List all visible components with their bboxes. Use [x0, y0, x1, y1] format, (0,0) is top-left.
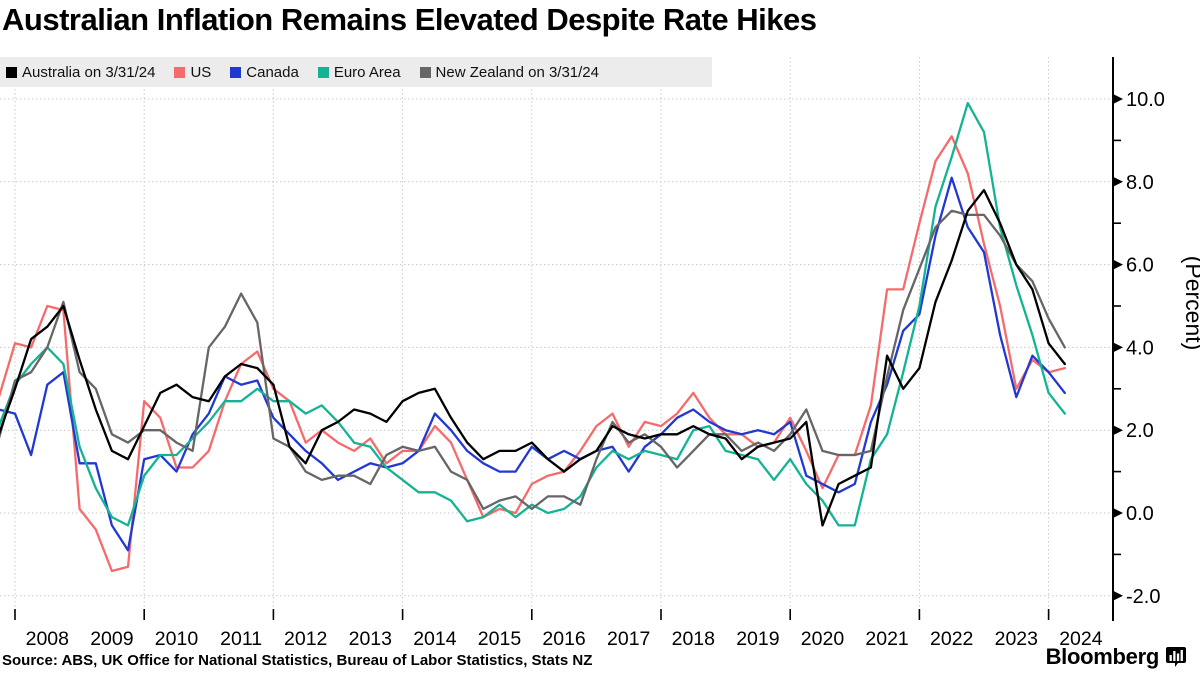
source-attribution: Source: ABS, UK Office for National Stat…: [2, 652, 593, 669]
legend-label-euro-area: Euro Area: [333, 63, 401, 81]
svg-text:6.0: 6.0: [1126, 255, 1154, 277]
bloomberg-logo: Bloomberg: [1046, 644, 1186, 670]
legend-swatch-canada: [230, 66, 242, 78]
bloomberg-terminal-icon: [1166, 647, 1186, 667]
svg-text:2015: 2015: [478, 628, 522, 650]
svg-text:(Percent): (Percent): [1181, 256, 1200, 351]
legend-swatch-euro-area: [317, 66, 329, 78]
legend-item-canada: Canada: [230, 64, 299, 81]
svg-text:0.0: 0.0: [1126, 503, 1154, 525]
legend-swatch-us: [174, 66, 186, 78]
svg-text:2020: 2020: [801, 628, 845, 650]
legend-swatch-australia: [6, 66, 17, 78]
svg-text:2019: 2019: [736, 628, 779, 650]
svg-text:2009: 2009: [90, 628, 133, 650]
svg-text:2010: 2010: [155, 628, 199, 650]
svg-text:2.0: 2.0: [1126, 420, 1154, 442]
legend-item-new-zealand: New Zealand on 3/31/24: [419, 63, 599, 81]
svg-text:2016: 2016: [542, 628, 585, 650]
chart-legend: Australia on 3/31/24 US Canada Euro Area…: [0, 57, 712, 87]
svg-text:8.0: 8.0: [1126, 172, 1154, 194]
legend-item-us: US: [174, 64, 211, 81]
svg-text:2022: 2022: [930, 628, 973, 650]
svg-text:2008: 2008: [26, 628, 69, 650]
svg-text:2024: 2024: [1059, 628, 1103, 650]
svg-text:-2.0: -2.0: [1126, 586, 1160, 608]
bloomberg-logo-text: Bloomberg: [1045, 644, 1160, 669]
svg-text:2014: 2014: [413, 628, 457, 650]
svg-text:2018: 2018: [672, 628, 715, 650]
svg-text:2021: 2021: [865, 628, 908, 650]
legend-label-canada: Canada: [246, 63, 299, 81]
svg-text:4.0: 4.0: [1126, 337, 1154, 359]
svg-text:2013: 2013: [349, 628, 392, 650]
legend-swatch-new-zealand: [419, 66, 431, 78]
chart-title: Australian Inflation Remains Elevated De…: [2, 2, 817, 37]
svg-text:2017: 2017: [607, 628, 650, 650]
svg-text:10.0: 10.0: [1126, 89, 1165, 111]
svg-text:2012: 2012: [284, 628, 327, 650]
legend-item-euro-area: Euro Area: [317, 63, 401, 81]
legend-label-new-zealand: New Zealand on 3/31/24: [435, 63, 599, 81]
svg-text:2011: 2011: [220, 628, 262, 650]
legend-item-australia: Australia on 3/31/24: [6, 64, 155, 81]
legend-label-us: US: [190, 63, 212, 81]
svg-text:2023: 2023: [995, 628, 1038, 650]
legend-label-australia: Australia on 3/31/24: [22, 63, 156, 81]
